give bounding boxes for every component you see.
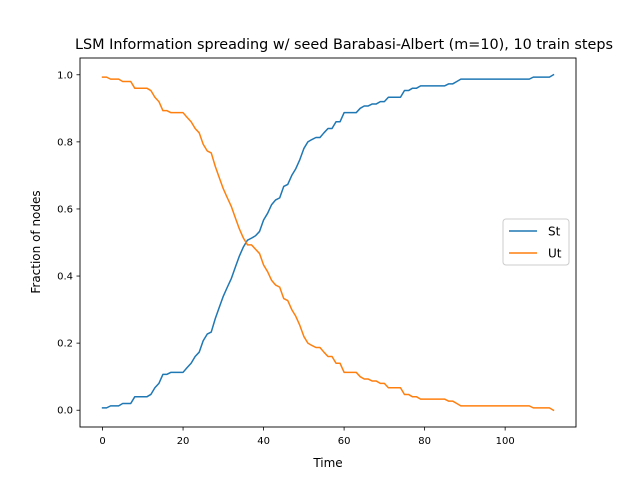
legend-label-st: St — [548, 225, 561, 239]
x-axis: 0 20 40 60 80 100 — [99, 427, 515, 447]
y-axis: 0.0 0.2 0.4 0.6 0.8 1.0 — [57, 70, 80, 417]
y-axis-label: Fraction of nodes — [29, 190, 43, 293]
x-tick-label: 40 — [257, 436, 270, 447]
series-line-st — [101, 73, 555, 409]
chart-title: LSM Information spreading w/ seed Baraba… — [75, 37, 613, 53]
y-tick-label: 1.0 — [57, 70, 73, 81]
x-axis-label: Time — [312, 456, 342, 470]
y-tick-label: 0.2 — [57, 339, 73, 350]
x-tick-label: 20 — [177, 436, 190, 447]
legend-label-ut: Ut — [548, 247, 562, 261]
y-tick-label: 0.4 — [57, 272, 73, 283]
x-tick-label: 80 — [418, 436, 431, 447]
axes-frame — [79, 57, 577, 428]
series-line-ut — [101, 76, 555, 412]
x-tick-label: 60 — [338, 436, 351, 447]
y-tick-label: 0.6 — [57, 204, 73, 215]
y-tick-label: 0.8 — [57, 137, 73, 148]
y-tick-label: 0.0 — [57, 406, 73, 417]
x-tick-label: 0 — [99, 436, 105, 447]
plot-area — [101, 73, 555, 412]
x-tick-label: 100 — [496, 436, 515, 447]
legend: St Ut — [502, 218, 570, 266]
